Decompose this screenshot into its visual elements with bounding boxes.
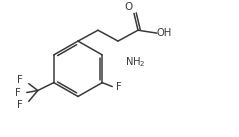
Text: F: F (17, 100, 23, 110)
Text: F: F (15, 88, 21, 98)
Text: NH$_2$: NH$_2$ (125, 55, 145, 69)
Text: OH: OH (157, 28, 172, 38)
Text: O: O (125, 2, 133, 12)
Text: F: F (116, 82, 122, 92)
Text: F: F (17, 75, 23, 85)
